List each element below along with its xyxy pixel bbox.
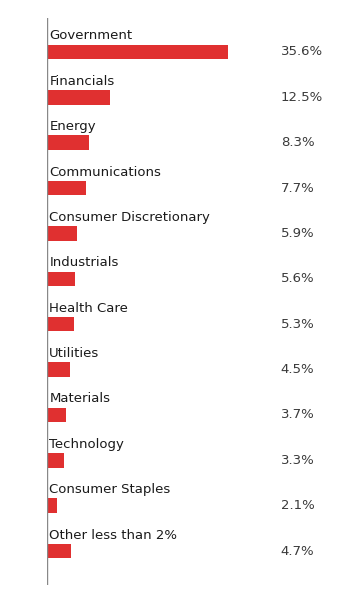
Text: 12.5%: 12.5%: [281, 91, 323, 104]
Text: Materials: Materials: [49, 392, 111, 405]
Bar: [47, 226, 77, 241]
Text: Government: Government: [49, 29, 132, 42]
Bar: [47, 408, 66, 422]
Bar: [47, 272, 75, 286]
Bar: [47, 498, 58, 513]
Text: Industrials: Industrials: [49, 256, 119, 269]
Text: Consumer Staples: Consumer Staples: [49, 483, 171, 496]
Text: Communications: Communications: [49, 165, 161, 179]
Bar: [47, 90, 111, 104]
Text: Other less than 2%: Other less than 2%: [49, 528, 177, 541]
Text: Technology: Technology: [49, 438, 124, 451]
Text: 5.6%: 5.6%: [281, 272, 314, 285]
Text: 3.3%: 3.3%: [281, 454, 315, 467]
Text: 8.3%: 8.3%: [281, 136, 314, 149]
Text: 4.7%: 4.7%: [281, 544, 314, 558]
Text: 3.7%: 3.7%: [281, 408, 315, 421]
Bar: [47, 136, 89, 150]
Bar: [47, 317, 74, 331]
Text: 5.9%: 5.9%: [281, 227, 314, 240]
Text: 5.3%: 5.3%: [281, 318, 315, 331]
Text: Health Care: Health Care: [49, 301, 128, 315]
Text: Utilities: Utilities: [49, 347, 100, 360]
Text: 2.1%: 2.1%: [281, 499, 315, 512]
Text: Energy: Energy: [49, 120, 96, 133]
Bar: [47, 45, 228, 59]
Bar: [47, 181, 86, 195]
Text: 4.5%: 4.5%: [281, 363, 314, 376]
Bar: [47, 544, 71, 558]
Text: Financials: Financials: [49, 75, 114, 88]
Bar: [47, 453, 64, 467]
Text: Consumer Discretionary: Consumer Discretionary: [49, 211, 210, 224]
Bar: [47, 362, 70, 377]
Text: 35.6%: 35.6%: [281, 45, 323, 59]
Text: 7.7%: 7.7%: [281, 181, 315, 195]
